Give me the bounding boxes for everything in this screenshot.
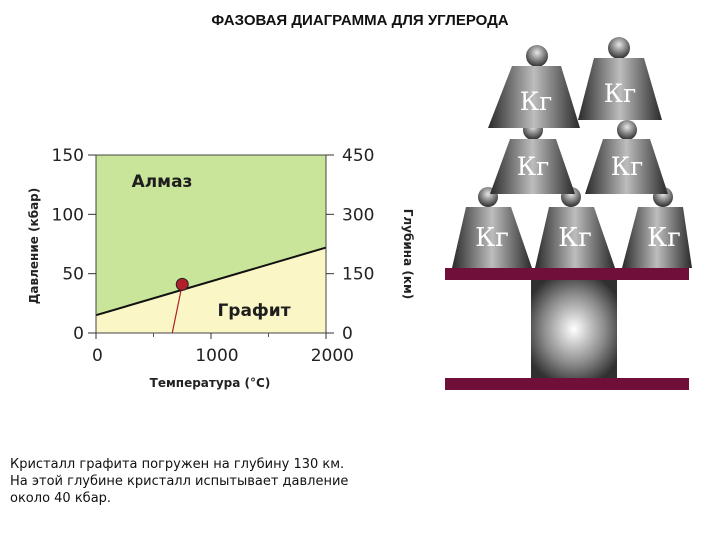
axis-ticks bbox=[88, 154, 334, 339]
page-title: ФАЗОВАЯ ДИАГРАММА ДЛЯ УГЛЕРОДА bbox=[211, 12, 509, 29]
weight-label: Кг bbox=[611, 152, 643, 181]
caption-line-2: На этой глубине кристалл испытывает давл… bbox=[10, 474, 349, 489]
weight-row3-center: Кг bbox=[535, 187, 615, 268]
caption: Кристалл графита погружен на глубину 130… bbox=[10, 456, 430, 507]
caption-line-3: около 40 кбар. bbox=[10, 491, 112, 506]
weight-row3-right: Кг bbox=[622, 187, 692, 268]
graphite-crystal-point bbox=[175, 277, 189, 291]
weight-label: Кг bbox=[647, 223, 681, 253]
y-axis-left-label: Давление (кбар) bbox=[27, 188, 41, 305]
y-tick-label-left: 50 bbox=[62, 265, 84, 285]
weight-label: Кг bbox=[475, 223, 509, 253]
y-tick-label-right: 300 bbox=[342, 205, 374, 225]
weight-row3-left: Кг bbox=[452, 187, 532, 268]
weight-label: Кг bbox=[520, 87, 552, 116]
x-tick-label: 0 bbox=[92, 346, 103, 366]
phase-boundary-line bbox=[95, 246, 327, 317]
region-label-graphite: Графит bbox=[217, 301, 290, 321]
weight-row2-right: Кг bbox=[585, 120, 668, 194]
y-tick-label-left: 100 bbox=[52, 205, 84, 225]
pedestal bbox=[531, 280, 617, 378]
weight-label: Кг bbox=[604, 79, 636, 108]
weight-label: Кг bbox=[517, 152, 549, 181]
point-leader-line bbox=[171, 284, 183, 334]
x-axis-label: Температура (°C) bbox=[150, 376, 271, 390]
weight-label: Кг bbox=[558, 223, 592, 253]
weight-row2-left: Кг bbox=[490, 120, 575, 194]
weight-row1-right: Кг bbox=[578, 37, 662, 120]
weight-row1-left: Кг bbox=[488, 45, 580, 128]
y-axis-right-label: Глубина (км) bbox=[401, 209, 415, 300]
region-label-diamond: Алмаз bbox=[132, 172, 193, 192]
bottom-beam bbox=[445, 378, 689, 390]
weights-illustration: Кг Кг Кг Кг Кг Кг bbox=[445, 37, 692, 390]
x-tick-label: 1000 bbox=[195, 346, 238, 366]
graphite-region bbox=[96, 247, 326, 333]
y-tick-label-right: 150 bbox=[342, 265, 374, 285]
caption-line-1: Кристалл графита погружен на глубину 130… bbox=[10, 457, 345, 472]
x-tick-label: 2000 bbox=[311, 346, 354, 366]
top-beam bbox=[445, 268, 689, 280]
y-tick-label-left: 150 bbox=[52, 146, 84, 166]
y-tick-label-right: 0 bbox=[342, 324, 353, 344]
y-tick-label-right: 450 bbox=[342, 146, 374, 166]
y-tick-label-left: 0 bbox=[73, 324, 84, 344]
